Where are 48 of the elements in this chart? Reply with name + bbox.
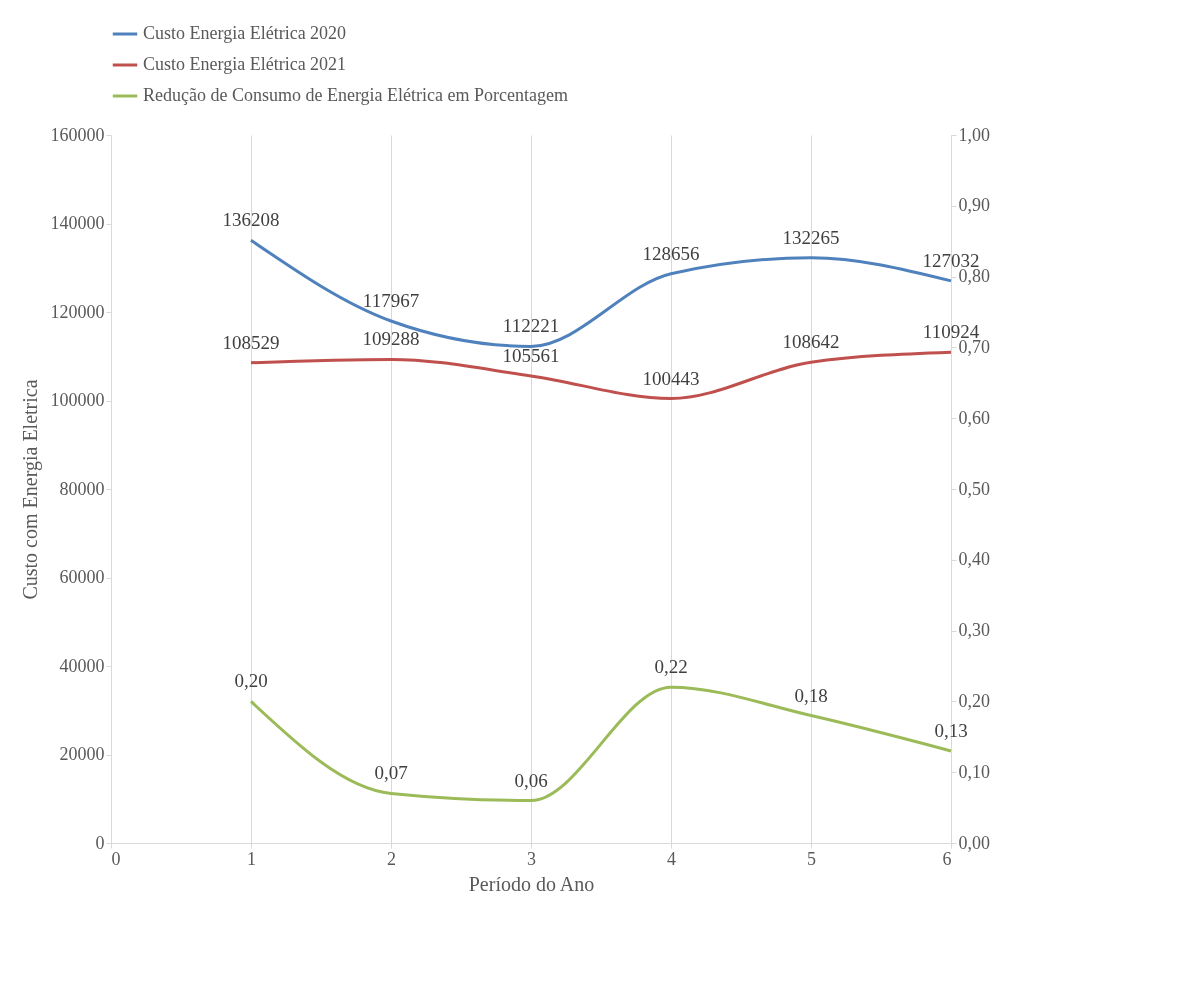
legend-label: Redução de Consumo de Energia Elétrica em Porcentagem <box>143 85 569 105</box>
y-tick-label: 120000 <box>50 301 105 322</box>
x-tick-label: 6 <box>942 848 952 869</box>
y-tick-label: 140000 <box>50 213 105 233</box>
y-tick-label: 20000 <box>59 744 105 764</box>
y2-tick-label: 0,10 <box>958 761 990 782</box>
data-label: 132265 <box>782 226 840 248</box>
data-label: 136208 <box>222 209 280 231</box>
y-axis-title: Custo com Energia Eletrica <box>18 379 42 600</box>
x-tick-label: 1 <box>247 848 256 869</box>
legend-label: Custo Energia Elétrica 2021 <box>143 54 347 74</box>
data-label: 117967 <box>362 290 420 311</box>
data-label: 0,07 <box>374 762 408 784</box>
data-label: 109288 <box>362 328 420 350</box>
x-axis-title: Período do Ano <box>468 872 595 895</box>
x-tick-label: 0 <box>111 848 121 869</box>
data-label: 108642 <box>782 331 840 353</box>
x-tick-label: 4 <box>667 848 676 869</box>
y2-tick-label: 0,30 <box>958 620 990 641</box>
y2-tick-label: 0,90 <box>958 195 990 216</box>
y2-tick-label: 0,50 <box>958 478 990 499</box>
legend-label: Custo Energia Elétrica 2020 <box>143 23 347 43</box>
y2-tick-label: 1,00 <box>958 124 990 145</box>
y2-tick-label: 0,00 <box>958 832 990 853</box>
x-tick-label: 3 <box>527 848 536 869</box>
data-label: 0,13 <box>934 719 968 741</box>
data-label: 105561 <box>502 344 560 366</box>
x-tick-label: 5 <box>807 848 816 869</box>
y-tick-label: 0 <box>95 832 105 853</box>
x-tick-label: 2 <box>387 848 396 869</box>
data-label: 108529 <box>222 331 280 353</box>
y-tick-label: 40000 <box>59 655 105 676</box>
data-label: 0,22 <box>654 656 688 678</box>
data-label: 112221 <box>502 315 560 337</box>
y-tick-label: 80000 <box>59 478 105 499</box>
data-label: 0,20 <box>234 670 268 692</box>
y2-tick-label: 0,60 <box>958 407 990 428</box>
data-label: 0,06 <box>514 769 548 791</box>
data-label: 128656 <box>642 242 700 264</box>
y2-tick-label: 0,20 <box>958 690 990 711</box>
y-tick-label: 160000 <box>50 124 105 145</box>
data-label: 100443 <box>642 367 700 389</box>
y2-tick-label: 0,40 <box>958 549 990 570</box>
line-series <box>249 350 953 401</box>
y2-tick-label: 0,80 <box>958 266 990 287</box>
y-tick-label: 60000 <box>59 567 105 587</box>
y-tick-label: 100000 <box>50 390 105 410</box>
data-label: 0,18 <box>794 684 828 706</box>
